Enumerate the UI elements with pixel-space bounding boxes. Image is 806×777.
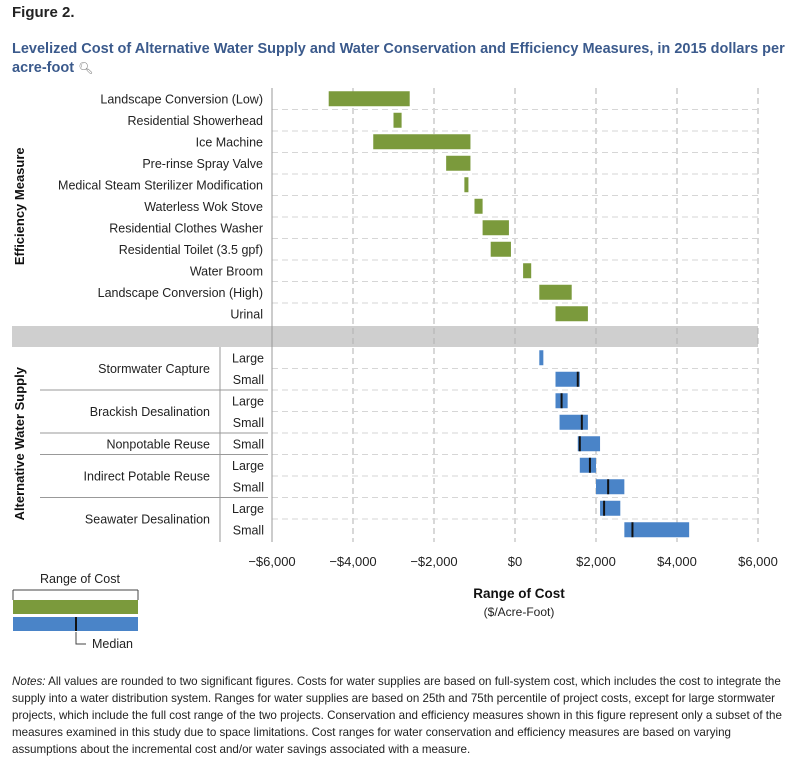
efficiency-bar <box>464 177 469 193</box>
notes-label: Notes: <box>12 675 46 688</box>
cost-range-chart: Efficiency Measure Alternative Water Supp… <box>12 88 778 651</box>
size-label: Small <box>233 437 264 451</box>
x-tick-label: $6,000 <box>738 554 778 569</box>
size-label: Large <box>232 351 264 365</box>
notes-text: All values are rounded to two significan… <box>12 675 782 756</box>
supply-bar <box>596 479 625 495</box>
size-label: Small <box>233 416 264 430</box>
supply-project-label: Nonpotable Reuse <box>106 437 210 451</box>
x-tick-label: $2,000 <box>576 554 616 569</box>
efficiency-bar <box>446 155 471 171</box>
efficiency-bar <box>555 306 588 322</box>
supply-bar <box>624 522 690 538</box>
row-label: Water Broom <box>190 264 263 278</box>
row-label: Medical Steam Sterilizer Modification <box>58 178 263 192</box>
supply-project-label: Brackish Desalination <box>90 405 210 419</box>
size-label: Large <box>232 394 264 408</box>
x-tick-label: $0 <box>508 554 522 569</box>
row-label: Landscape Conversion (High) <box>98 286 263 300</box>
supply-bar <box>555 371 580 387</box>
size-label: Small <box>233 373 264 387</box>
supply-project-label: Stormwater Capture <box>98 362 210 376</box>
x-tick-label: −$6,000 <box>248 554 295 569</box>
legend-median-leader <box>75 632 86 645</box>
supply-bar <box>579 457 596 473</box>
legend-median-label: Median <box>92 637 133 651</box>
row-label: Ice Machine <box>196 135 263 149</box>
size-label: Small <box>233 480 264 494</box>
efficiency-bar <box>523 263 532 279</box>
x-tick-label: −$2,000 <box>410 554 457 569</box>
supply-bar <box>577 436 601 452</box>
supply-bar <box>539 350 544 366</box>
row-label: Residential Toilet (3.5 gpf) <box>119 243 263 257</box>
efficiency-bar <box>482 220 509 236</box>
row-label: Residential Clothes Washer <box>109 221 263 235</box>
efficiency-bar <box>373 134 471 150</box>
x-axis-units: ($/Acre-Foot) <box>484 605 555 619</box>
efficiency-bar <box>474 198 483 214</box>
magnifier-icon[interactable]: 🔍︎ <box>78 61 94 75</box>
figure-title-text: Levelized Cost of Alternative Water Supp… <box>12 41 785 76</box>
row-label: Landscape Conversion (Low) <box>100 92 263 106</box>
x-axis-title: Range of Cost <box>473 586 565 601</box>
size-label: Small <box>233 523 264 537</box>
figure-title: Levelized Cost of Alternative Water Supp… <box>12 40 792 78</box>
group-separator-band <box>12 326 758 347</box>
row-label: Pre-rinse Spray Valve <box>142 157 263 171</box>
efficiency-bar <box>393 112 402 128</box>
row-label: Urinal <box>230 307 263 321</box>
legend-efficiency-swatch <box>13 600 138 614</box>
size-label: Large <box>232 459 264 473</box>
legend-title: Range of Cost <box>40 572 120 586</box>
size-label: Large <box>232 502 264 516</box>
row-label: Waterless Wok Stove <box>144 200 263 214</box>
group-label-supply: Alternative Water Supply <box>12 366 27 520</box>
efficiency-bar <box>328 91 410 107</box>
figure-label: Figure 2. <box>12 4 75 21</box>
supply-project-label: Indirect Potable Reuse <box>84 470 211 484</box>
x-tick-label: $4,000 <box>657 554 697 569</box>
supply-bar <box>559 414 588 430</box>
efficiency-bar <box>539 284 572 300</box>
group-label-efficiency: Efficiency Measure <box>12 147 27 265</box>
row-label: Residential Showerhead <box>127 114 263 128</box>
supply-bar <box>600 500 621 516</box>
supply-project-label: Seawater Desalination <box>85 513 210 527</box>
notes: Notes: All values are rounded to two sig… <box>12 673 796 758</box>
x-tick-label: −$4,000 <box>329 554 376 569</box>
efficiency-bar <box>490 241 511 257</box>
